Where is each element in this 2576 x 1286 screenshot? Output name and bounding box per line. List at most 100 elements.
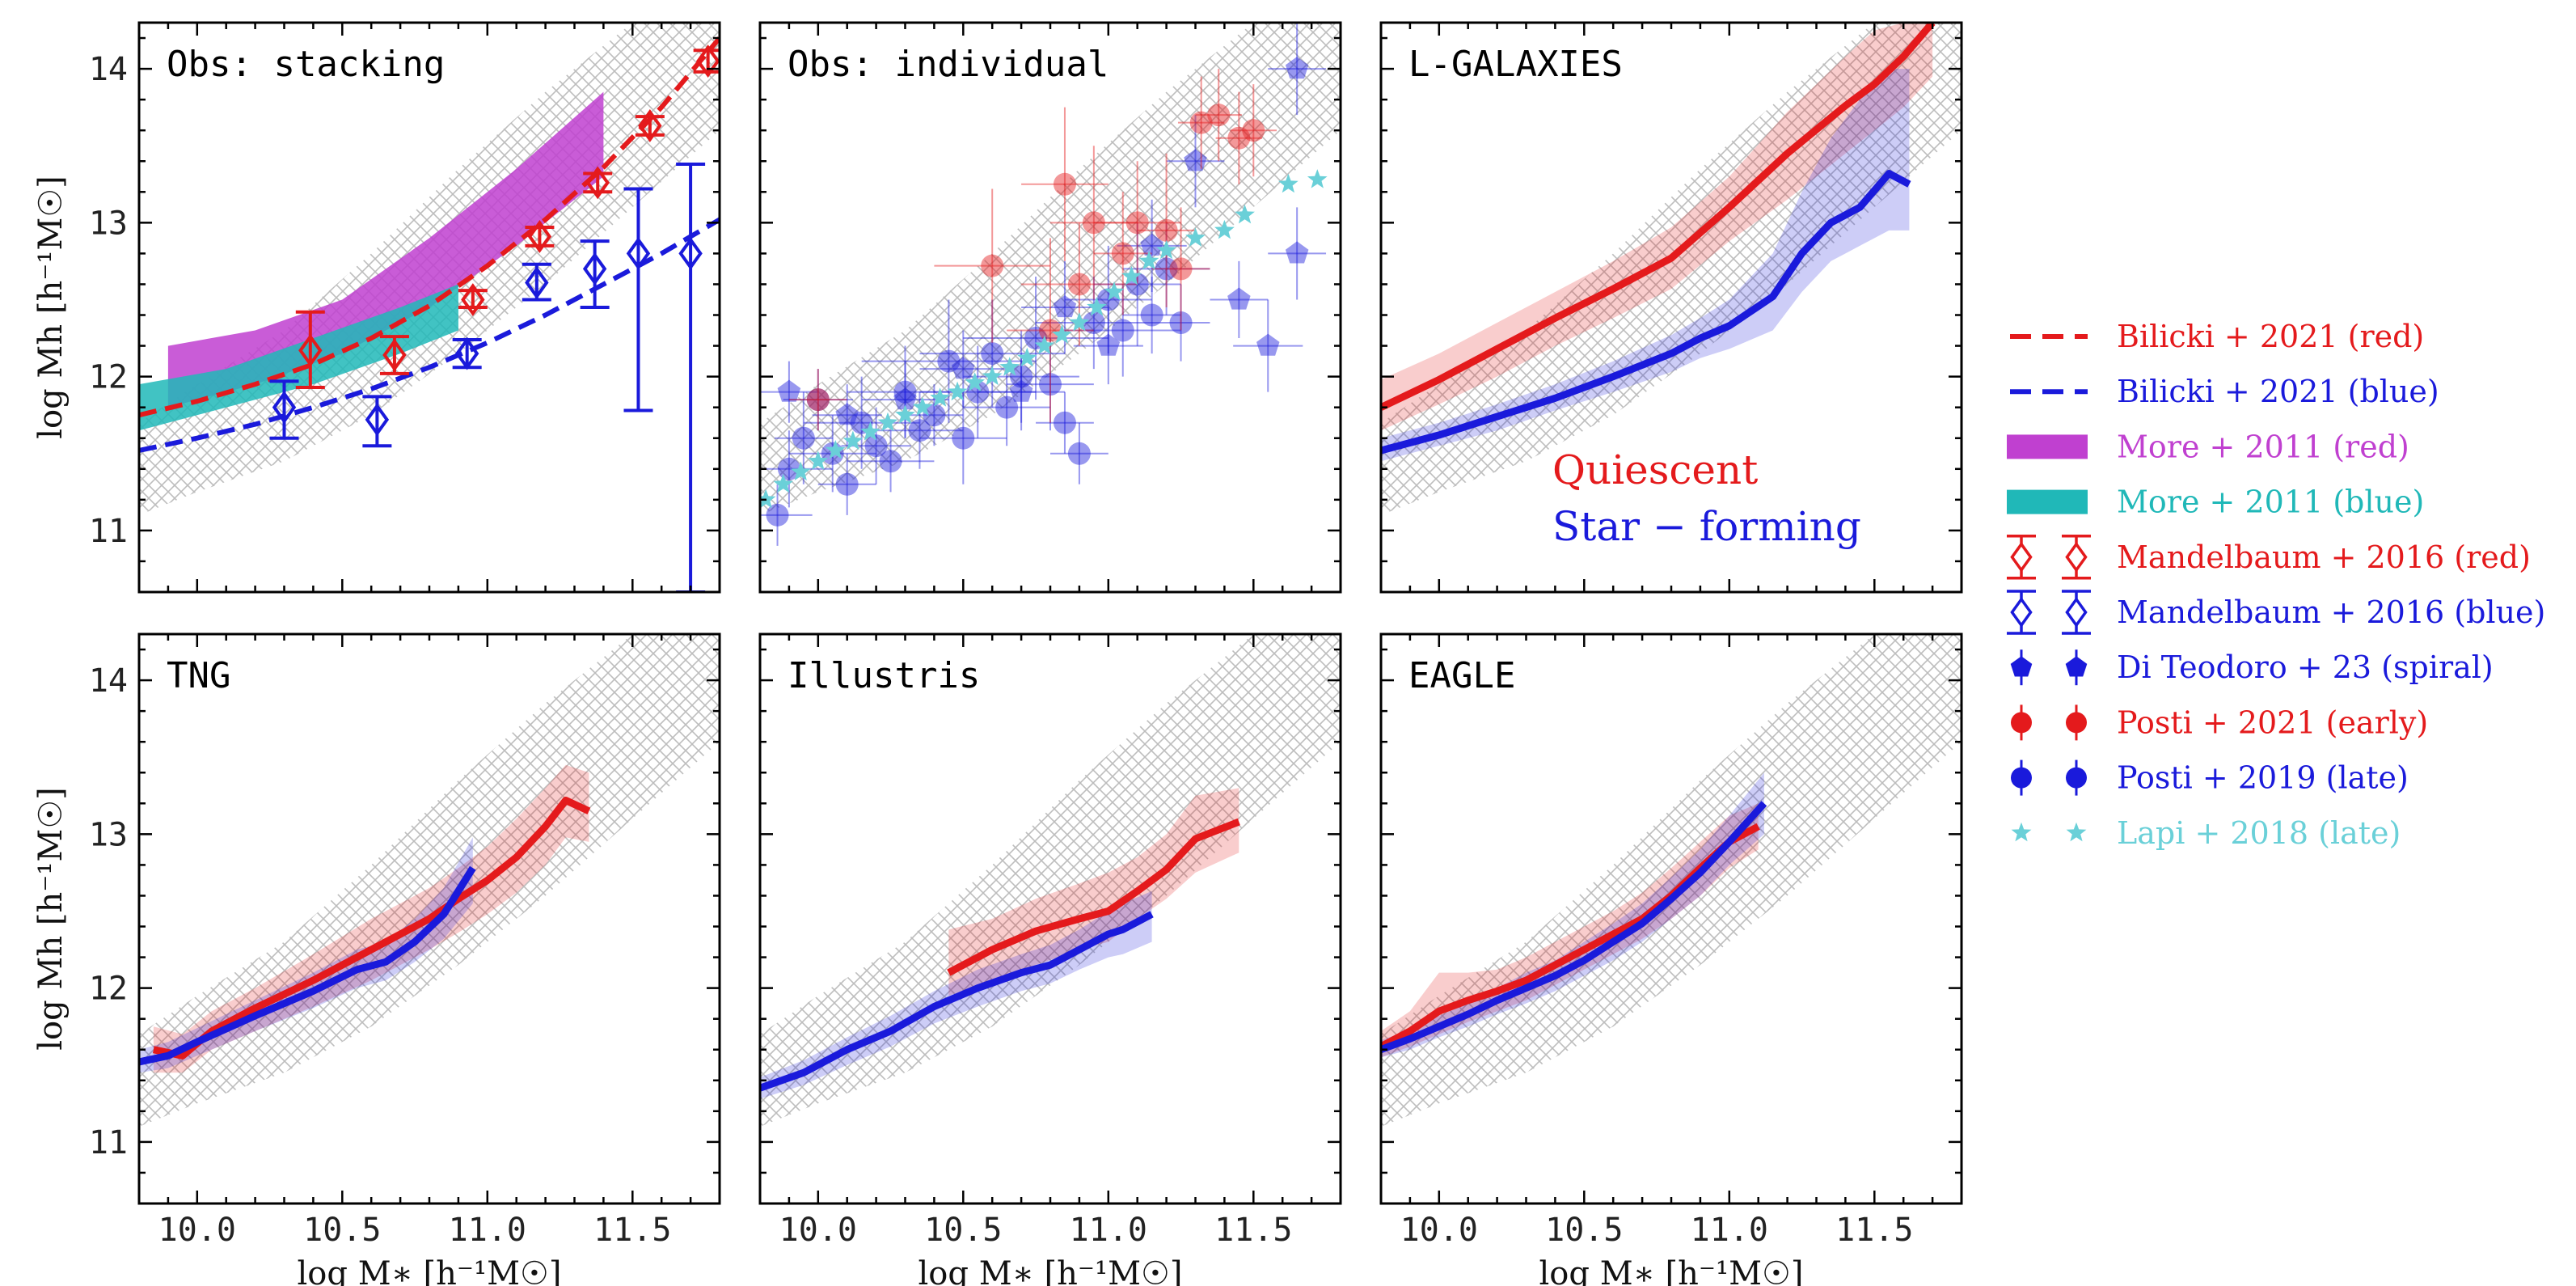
- lapi-2018-late-point: [965, 372, 985, 391]
- y-tick-label: 12: [89, 359, 128, 396]
- legend-handle: [2011, 759, 2087, 796]
- x-tick-label: 11.5: [1835, 1212, 1913, 1249]
- lapi-2018-late-point: [808, 451, 829, 470]
- band-quiescent: [153, 764, 589, 1073]
- posti-2019-late-point: [963, 369, 1050, 446]
- x-tick-label: 10.0: [1400, 1212, 1478, 1249]
- posti-2021-early-point: [1093, 192, 1152, 315]
- legend-label: Mandelbaum + 2016 (red): [2117, 539, 2531, 575]
- x-axis-label: log M∗ [h⁻¹M☉]: [298, 1255, 562, 1286]
- band-quiescent: [948, 788, 1239, 996]
- plot-area: [139, 634, 720, 1127]
- legend-handle: [2010, 649, 2088, 686]
- x-axis-label: log M∗ [h⁻¹M☉]: [1539, 1255, 1804, 1286]
- diamond-marker: [582, 252, 607, 286]
- lapi-2018-late-point: [842, 430, 864, 451]
- panel-title: TNG: [167, 655, 230, 696]
- legend-label: Mandelbaum + 2016 (blue): [2117, 594, 2545, 630]
- line-star-forming: [1381, 170, 1911, 455]
- lapi-2018-late-point: [1016, 347, 1037, 367]
- lapi-2018-late-point: [1307, 169, 1328, 188]
- legend-handle: [2011, 704, 2087, 741]
- line-bilicki-2021-red: [139, 36, 720, 418]
- y-tick-label: 13: [89, 816, 128, 853]
- errorbar-point: [269, 379, 299, 440]
- diamond-marker: [626, 236, 651, 270]
- lapi-2018-late-point: [1278, 173, 1299, 193]
- y-tick-label: 11: [89, 1124, 128, 1161]
- legend-item-posti-2021-early: Posti + 2021 (early): [2011, 704, 2428, 741]
- legend-label: Di Teodoro + 23 (spiral): [2117, 649, 2494, 685]
- axes-frame: [137, 21, 721, 594]
- axes-frame: [758, 632, 1342, 1205]
- di-teodoro-23-spiral-point: [1268, 207, 1327, 300]
- posti-2019-late-point: [803, 376, 920, 469]
- lapi-2018-late-point: [760, 489, 776, 509]
- reference-hatch-band: [760, 23, 1341, 515]
- di-teodoro-23-spiral-point: [978, 353, 1065, 431]
- di-teodoro-23-spiral-point: [760, 361, 818, 423]
- plot-area: [1381, 23, 1962, 515]
- posti-2019-late-point: [841, 407, 911, 484]
- di-teodoro-23-spiral-point: [861, 361, 949, 438]
- posti-2021-early-point: [1215, 91, 1263, 184]
- panel-illustris: 10.0 10.5 11.0 11.5 log M∗ [h⁻¹M☉] Illustris: [758, 632, 1342, 1286]
- posti-2021-early-point: [934, 188, 1050, 343]
- diamond-marker: [298, 333, 323, 367]
- reference-hatch-band: [760, 634, 1341, 1127]
- x-tick-label: 11.5: [593, 1212, 671, 1249]
- posti-2019-late-point: [1050, 422, 1109, 484]
- diamond-marker: [638, 109, 662, 142]
- errorbar-point: [452, 336, 482, 370]
- panels: 11 12 13 14 log Mh [h⁻¹M☉] Obs: stacking Obs: …: [32, 21, 1963, 1286]
- legend-handle: [2007, 489, 2088, 514]
- legend-item-di-teodoro-23-spiral: Di Teodoro + 23 (spiral): [2010, 649, 2494, 686]
- x-tick-label: 10.0: [779, 1212, 857, 1249]
- di-teodoro-23-spiral-point: [1117, 199, 1187, 292]
- posti-2019-late-point: [1036, 391, 1094, 454]
- band-more-2011-red: [167, 91, 604, 408]
- panel-title: L-GALAXIES: [1408, 44, 1623, 85]
- legend: Bilicki + 2021 (red) Bilicki + 2021 (blue…: [2007, 319, 2545, 851]
- errorbar-point: [583, 166, 613, 200]
- x-tick-label: 11.0: [1691, 1212, 1768, 1249]
- posti-2019-late-point: [817, 453, 876, 515]
- lapi-2018-late-point: [1185, 227, 1206, 247]
- posti-2019-late-point: [1036, 276, 1152, 370]
- lapi-2018-late-point: [912, 396, 933, 417]
- legend-item-mandelbaum-2016-red: Mandelbaum + 2016 (red): [2007, 535, 2531, 580]
- panel-title: EAGLE: [1408, 655, 1515, 696]
- y-tick-label: 13: [89, 205, 128, 242]
- panel-title: Illustris: [788, 655, 980, 696]
- panel-eagle: 10.0 10.5 11.0 11.5 log M∗ [h⁻¹M☉] EAGLE: [1379, 632, 1963, 1286]
- errorbar-point: [362, 395, 392, 448]
- di-teodoro-23-spiral-point: [1268, 23, 1327, 116]
- errorbar-point: [623, 187, 653, 412]
- posti-2019-late-point: [963, 330, 1079, 423]
- line-star-forming: [139, 865, 476, 1066]
- diamond-marker: [678, 236, 703, 270]
- diamond-marker: [525, 266, 549, 299]
- posti-2019-late-point: [847, 345, 964, 438]
- legend-label: Posti + 2021 (early): [2117, 704, 2428, 740]
- line-quiescent: [947, 818, 1240, 976]
- x-axis-label: log M∗ [h⁻¹M☉]: [918, 1255, 1183, 1286]
- legend-label: More + 2011 (red): [2117, 429, 2409, 464]
- lapi-2018-late-point: [826, 440, 846, 459]
- y-axis-label: log Mh [h⁻¹M☉]: [32, 176, 70, 439]
- lapi-2018-late-point: [773, 473, 794, 493]
- posti-2021-early-point: [1021, 107, 1109, 261]
- posti-2021-early-point: [1093, 161, 1181, 285]
- lapi-2018-late-point: [930, 387, 950, 407]
- lapi-2018-late-point: [877, 412, 898, 432]
- band-quiescent: [1381, 23, 1933, 431]
- posti-2019-late-point: [1122, 222, 1210, 315]
- lapi-2018-late-point: [1052, 324, 1072, 344]
- legend-handle: [2007, 535, 2091, 580]
- posti-2021-early-point: [1230, 84, 1277, 177]
- line-quiescent: [152, 797, 591, 1060]
- x-tick-label: 11.0: [449, 1212, 526, 1249]
- axes-frame: [758, 21, 1342, 594]
- posti-2019-late-point: [919, 299, 1065, 408]
- legend-item-lapi-2018-late: Lapi + 2018 (late): [2011, 815, 2401, 851]
